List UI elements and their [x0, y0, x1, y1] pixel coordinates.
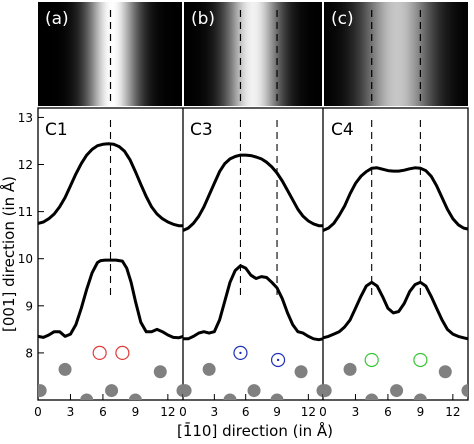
atom-a-3 — [105, 384, 119, 398]
atom-c-4 — [413, 393, 427, 400]
image-label-c: (c) — [331, 9, 354, 29]
open-circle-a-0 — [92, 345, 107, 361]
panel-label-c4: C4 — [331, 120, 354, 140]
atom-b-0 — [183, 384, 192, 398]
x-tick-label-b-0: 0 — [179, 405, 187, 419]
atom-c-6 — [461, 384, 468, 398]
x-tick-label-b-12: 12 — [301, 405, 316, 419]
lower-curve-a — [37, 258, 184, 340]
x-tick-label-a-3: 3 — [67, 405, 75, 419]
x-tick-label-c-6: 6 — [384, 405, 392, 419]
x-tick-label-b-3: 3 — [211, 405, 219, 419]
x-axis-label: [1̄10] direction (in Å) — [177, 421, 333, 440]
atom-a-4 — [128, 393, 142, 400]
atom-b-3 — [247, 384, 261, 398]
x-tick-label-a-6: 6 — [99, 405, 107, 419]
atom-a-1 — [58, 362, 72, 376]
image-strip-c-bg — [324, 2, 468, 106]
open-circle-c-1 — [413, 352, 428, 368]
upper-curve-b — [182, 153, 323, 232]
y-axis-label: [001] direction (in Å) — [0, 176, 18, 332]
x-tick-label-c-0: 0 — [319, 405, 327, 419]
atom-c-1 — [343, 362, 357, 376]
image-label-a: (a) — [45, 9, 69, 29]
upper-curve-c — [322, 166, 469, 232]
image-strip-a: (a) — [38, 2, 182, 106]
image-strip-c: (c) — [324, 2, 468, 106]
x-tick-label-c-9: 9 — [417, 405, 425, 419]
x-tick-label-c-12: 12 — [445, 405, 460, 419]
lower-curve-c — [322, 280, 469, 341]
panel-b: 0 3 6 9 12 — [179, 10, 324, 419]
atom-c-5 — [438, 365, 452, 379]
atom-b-1 — [202, 362, 216, 376]
x-tick-label-a-9: 9 — [132, 405, 140, 419]
panel-a: 0 3 6 9 12 — [34, 10, 184, 419]
plot-frame — [37, 107, 469, 401]
y-tick-label-11: 11 — [18, 205, 33, 219]
atom-c-3 — [390, 384, 404, 398]
image-strip-b-bg — [184, 2, 322, 106]
open-circle-b-1 — [270, 352, 286, 368]
atom-a-2 — [80, 393, 94, 400]
panel-label-c3: C3 — [190, 120, 213, 140]
image-strips: (a) (b) (c) — [38, 2, 468, 106]
panel-label-group: C1 C3 C4 — [45, 120, 354, 140]
atoms-b — [183, 362, 323, 400]
lower-curve-b — [183, 264, 324, 342]
image-label-b: (b) — [191, 9, 215, 29]
x-tick-label-b-6: 6 — [242, 405, 250, 419]
atom-a-0 — [38, 384, 47, 398]
y-axis: 8 9 10 11 12 13 — [18, 111, 44, 360]
atoms-a — [38, 362, 183, 400]
atom-c-2 — [365, 393, 379, 400]
atom-b-4 — [270, 393, 284, 400]
open-circle-c-0 — [364, 352, 379, 368]
upper-curve-a — [37, 142, 183, 228]
y-tick-label-9: 9 — [25, 299, 33, 313]
x-tick-label-b-9: 9 — [273, 405, 281, 419]
atom-b-6 — [316, 384, 323, 398]
y-tick-label-13: 13 — [18, 111, 33, 125]
panel-c: 0 3 6 9 12 — [319, 10, 469, 419]
open-circle-b-0 — [233, 345, 248, 361]
image-strip-b: (b) — [184, 2, 322, 106]
x-tick-label-a-12: 12 — [160, 405, 175, 419]
atom-c-0 — [323, 384, 332, 398]
panel-label-c1: C1 — [45, 120, 68, 140]
atom-a-5 — [153, 365, 167, 379]
atoms-c — [323, 362, 468, 400]
atom-b-2 — [223, 393, 237, 400]
atom-a-6 — [176, 384, 183, 398]
open-circle-dot-b-0 — [239, 351, 242, 355]
x-tick-label-c-3: 3 — [352, 405, 360, 419]
y-tick-label-10: 10 — [18, 252, 33, 266]
open-circle-dot-b-1 — [276, 358, 280, 362]
atom-b-5 — [294, 365, 308, 379]
x-tick-label-a-0: 0 — [34, 405, 42, 419]
open-circle-a-1 — [115, 345, 130, 361]
panels: 0 3 6 9 12 0 3 6 9 12 0 3 6 9 12 — [34, 10, 469, 419]
y-tick-label-12: 12 — [18, 158, 33, 172]
y-tick-label-8: 8 — [25, 346, 33, 360]
